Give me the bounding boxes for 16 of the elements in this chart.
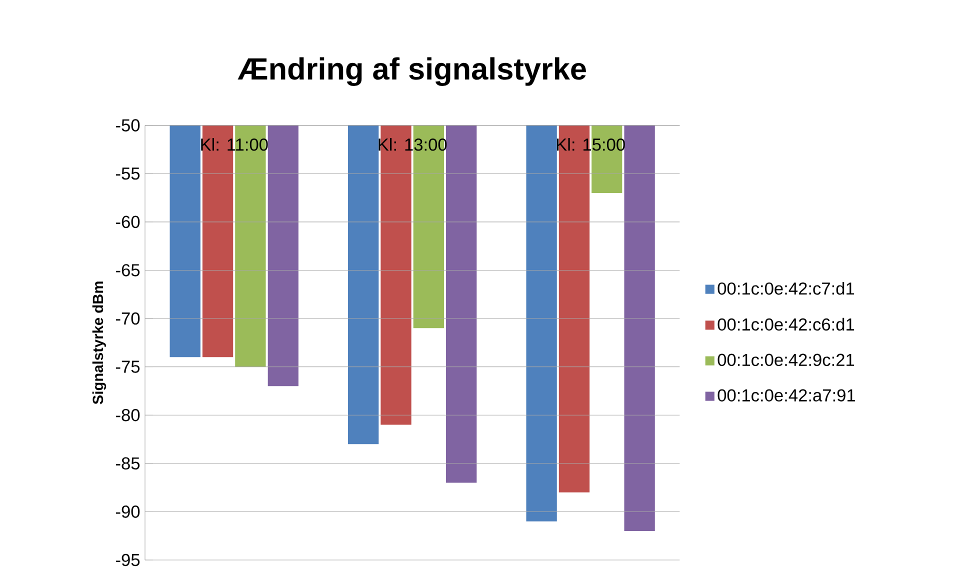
y-tick-label: -50 xyxy=(116,119,140,132)
y-tick-label: -95 xyxy=(116,554,140,566)
chart-title: Ændring af signalstyrke xyxy=(238,57,586,86)
y-tick-label: -85 xyxy=(116,457,140,470)
y-tick-label: -75 xyxy=(116,360,140,373)
y-axis-title: Signalstyrke dBm xyxy=(92,282,106,404)
legend-label: 00:1c:0e:42:c6:d1 xyxy=(718,318,854,331)
y-tick-label: -60 xyxy=(116,216,140,228)
y-tick-label: -55 xyxy=(116,168,140,180)
y-tick-label: -65 xyxy=(116,264,140,276)
y-tick-label: -80 xyxy=(116,408,140,422)
y-tick-label: -70 xyxy=(116,312,140,325)
legend-label: 00:1c:0e:42:9c:21 xyxy=(718,354,854,366)
legend-label: 00:1c:0e:42:c7:d1 xyxy=(718,282,854,295)
legend-label: 00:1c:0e:42:a7:91 xyxy=(718,389,856,402)
y-tick-label: -90 xyxy=(116,506,140,518)
